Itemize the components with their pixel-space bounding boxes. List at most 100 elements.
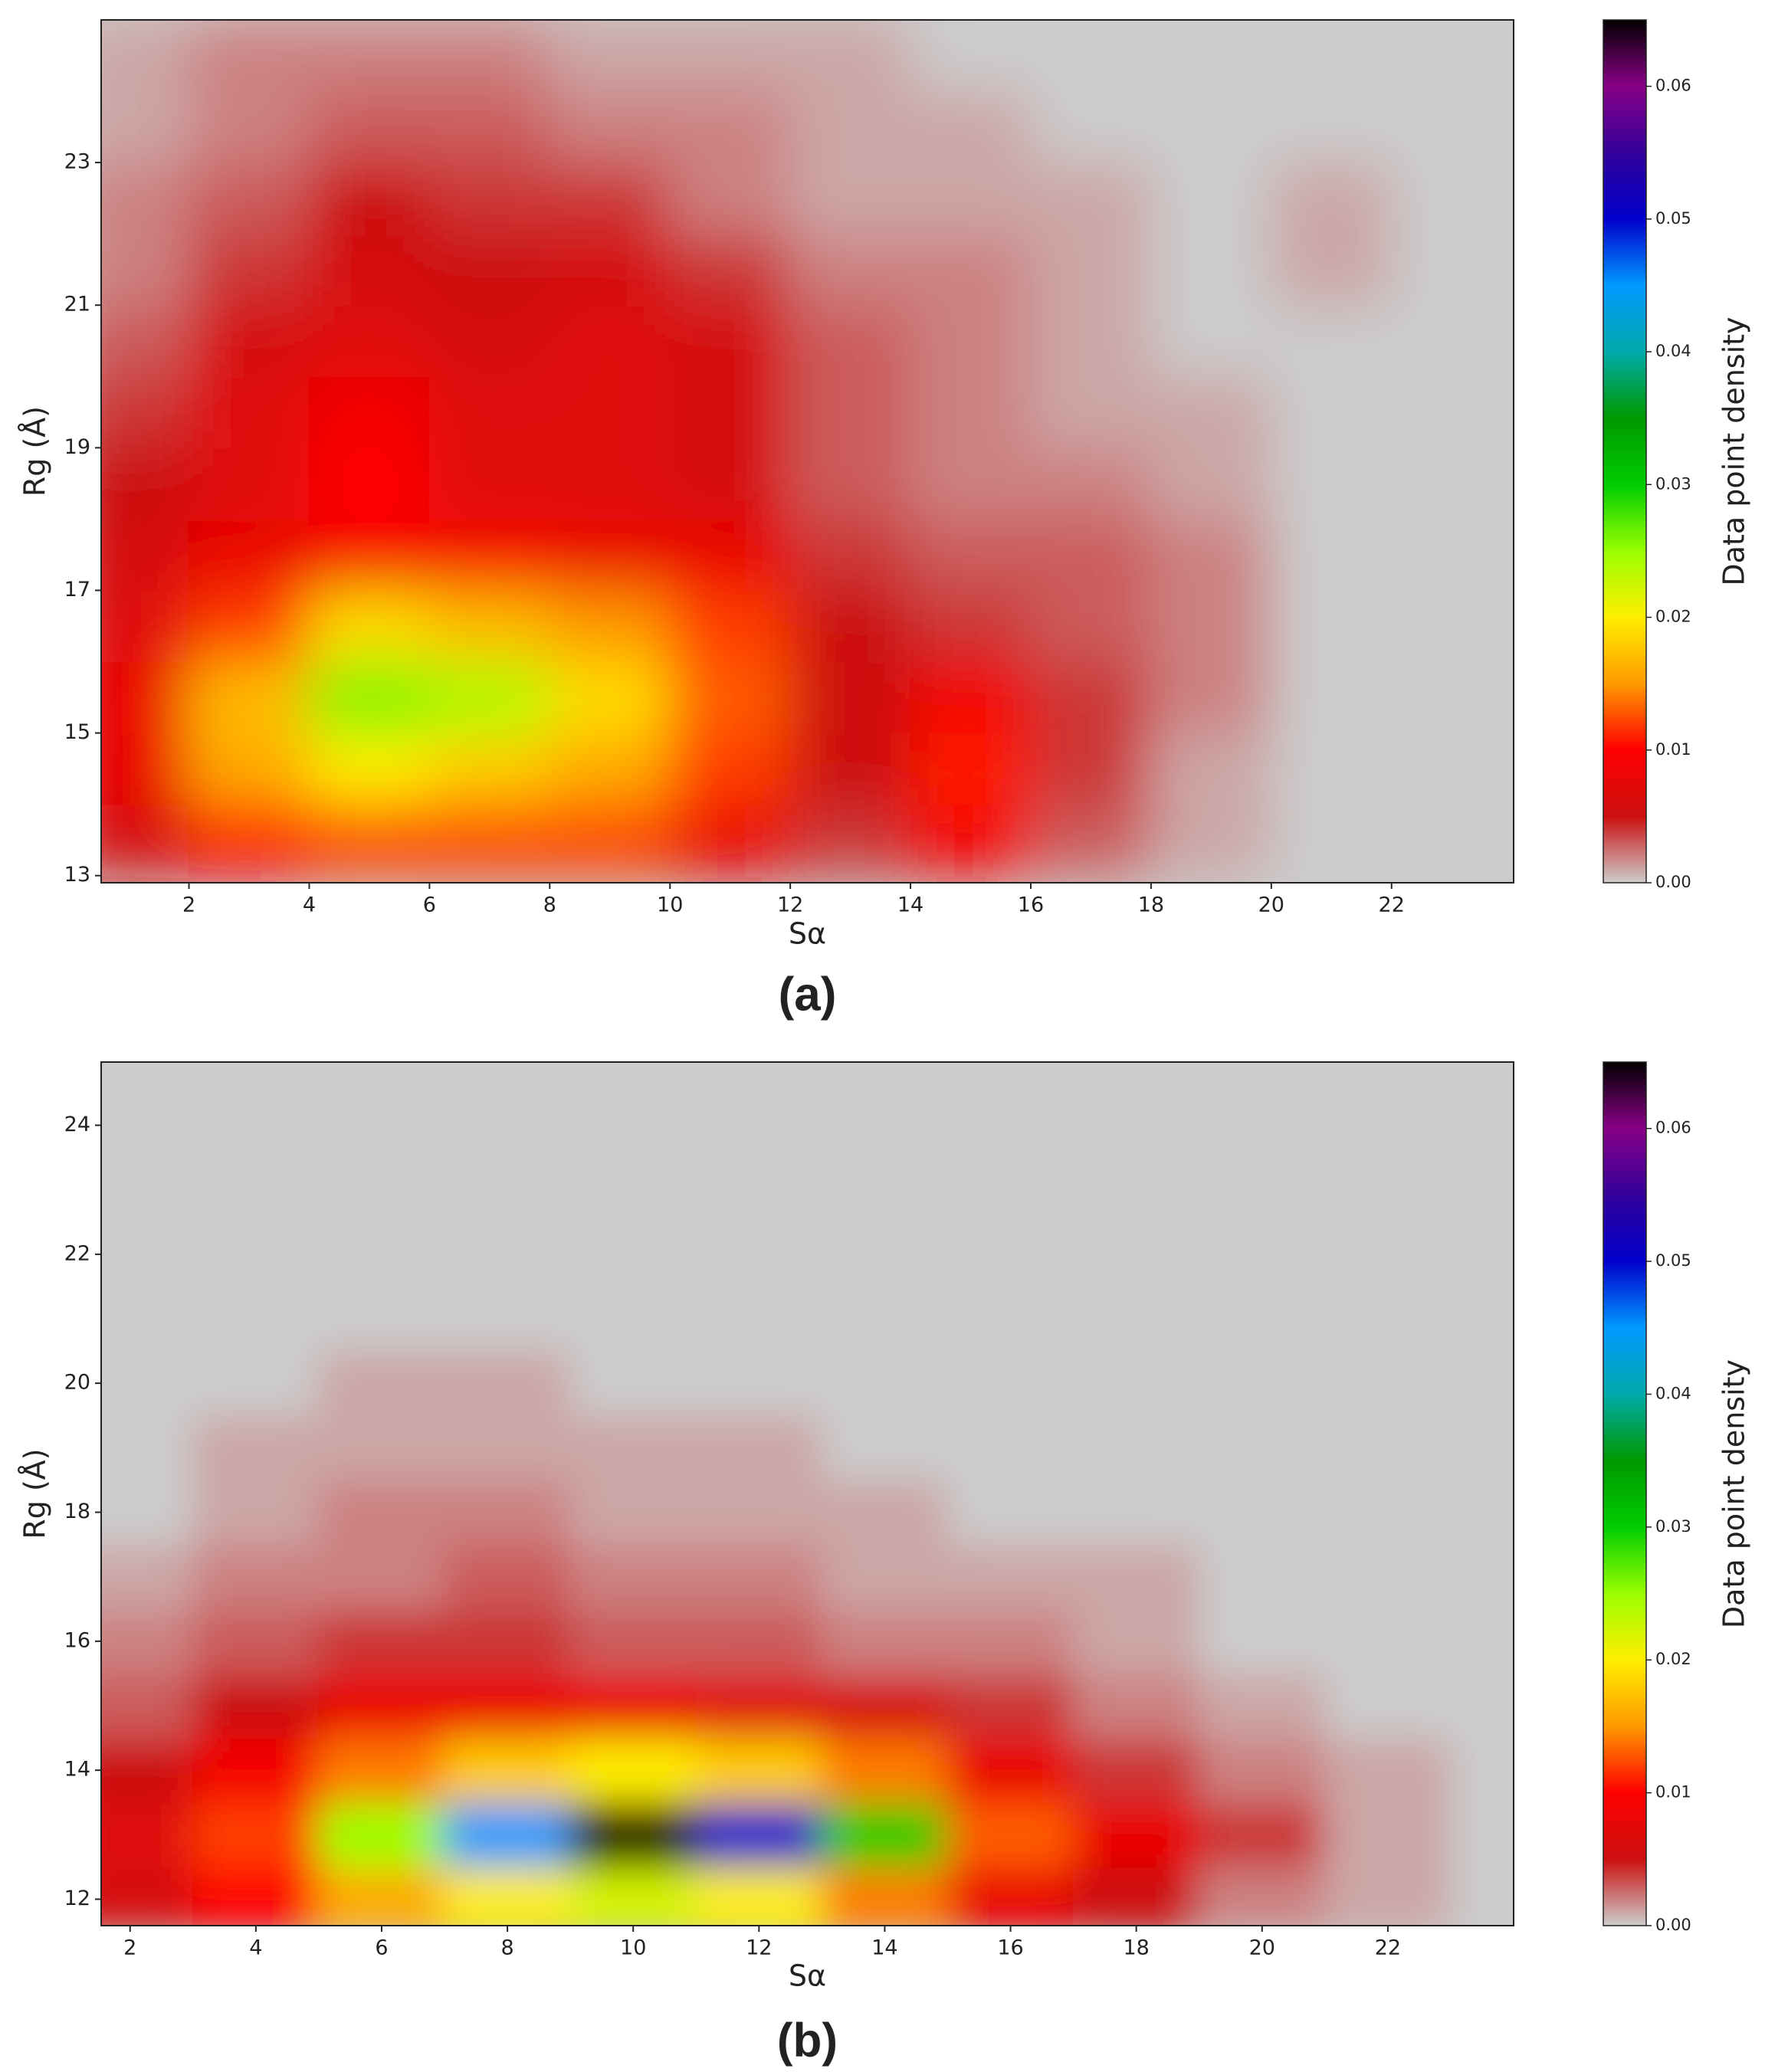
heatmap-cell [1390, 304, 1513, 378]
heatmap-cell [192, 1802, 320, 1868]
heatmap-cell [695, 1221, 823, 1287]
x-axis-label: Sα [789, 917, 826, 951]
colorbar-label: Data point density [1717, 1359, 1751, 1628]
heatmap-cell [910, 518, 1032, 592]
heatmap-cell [1449, 1737, 1514, 1804]
heatmap-cell [1324, 1285, 1452, 1352]
heatmap-cell [946, 1415, 1074, 1481]
heatmap-cell [317, 1221, 446, 1287]
heatmap-cell [910, 233, 1032, 307]
y-tick-label: 22 [64, 1241, 90, 1265]
heatmap-cell [946, 1221, 1074, 1287]
heatmap-cell [569, 1802, 697, 1868]
heatmap-cell [946, 1350, 1074, 1417]
heatmap-cell [1150, 661, 1272, 734]
heatmap-cell [669, 233, 792, 307]
heatmap-cell [1390, 447, 1513, 520]
heatmap-cell [1449, 1608, 1514, 1674]
heatmap-cell [101, 1092, 194, 1159]
heatmap-cell [569, 1221, 697, 1287]
heatmap-cell [669, 304, 792, 378]
x-tick-label: 18 [1138, 893, 1164, 917]
heatmap-cell [188, 803, 310, 877]
heatmap-cell [946, 1285, 1074, 1352]
heatmap-cell [308, 589, 431, 663]
heatmap-cell [910, 589, 1032, 663]
heatmap-cell [789, 20, 912, 93]
x-tick-label: 16 [1018, 893, 1044, 917]
heatmap [101, 1092, 1514, 1926]
heatmap-cell [569, 1285, 697, 1352]
heatmap-cell [946, 1156, 1074, 1223]
heatmap-cell [1198, 1866, 1326, 1926]
heatmap-cell [444, 1415, 572, 1481]
heatmap-cell [1072, 1221, 1200, 1287]
heatmap-cell [1324, 1092, 1452, 1159]
heatmap-cell [317, 1350, 446, 1417]
heatmap-cell [308, 375, 431, 449]
heatmap-cell [669, 518, 792, 592]
colorbar-tick-label: 0.04 [1655, 342, 1691, 360]
colorbar-tick-label: 0.01 [1655, 740, 1691, 759]
y-tick-label: 15 [64, 720, 90, 744]
heatmap-cell [1029, 304, 1152, 378]
colorbar-tick-label: 0.00 [1655, 1916, 1691, 1934]
heatmap-cell [101, 1350, 194, 1417]
heatmap-cell [549, 732, 671, 805]
heatmap-cell [549, 20, 671, 93]
heatmap-cell [695, 1608, 823, 1674]
heatmap-cell [1324, 1415, 1452, 1481]
heatmap-cell [428, 732, 551, 805]
heatmap-cell [549, 803, 671, 877]
heatmap-cell [317, 1285, 446, 1352]
colorbar-tick-label: 0.06 [1655, 77, 1691, 95]
heatmap-cell [1270, 661, 1393, 734]
heatmap [101, 20, 1513, 877]
heatmap-cell [1270, 732, 1393, 805]
heatmap-cell [1029, 803, 1152, 877]
heatmap-cell [1198, 1479, 1326, 1546]
heatmap-cell [549, 661, 671, 734]
heatmap-cell [308, 803, 431, 877]
x-tick-label: 14 [871, 1936, 897, 1960]
heatmap-cell [188, 304, 310, 378]
heatmap-cell [428, 518, 551, 592]
heatmap-cell [695, 1543, 823, 1610]
heatmap-cell [1324, 1737, 1452, 1804]
heatmap-cell [1072, 1479, 1200, 1546]
heatmap-cell [188, 375, 310, 449]
heatmap-cell [695, 1350, 823, 1417]
heatmap-cell [188, 162, 310, 235]
heatmap-cell [669, 375, 792, 449]
heatmap-cell [101, 1866, 194, 1926]
heatmap-cell [1270, 162, 1393, 235]
heatmap-cell [1270, 90, 1393, 164]
heatmap-cell [188, 732, 310, 805]
heatmap-cell [1390, 20, 1513, 93]
heatmap-cell [1198, 1415, 1326, 1481]
heatmap-cell [1198, 1221, 1326, 1287]
heatmap-cell [192, 1672, 320, 1739]
y-tick-label: 20 [64, 1371, 90, 1395]
x-tick-label: 20 [1258, 893, 1284, 917]
heatmap-cell [444, 1092, 572, 1159]
heatmap-cell [789, 518, 912, 592]
heatmap-cell [695, 1285, 823, 1352]
heatmap-cell [1029, 732, 1152, 805]
heatmap-cell [1198, 1350, 1326, 1417]
heatmap-cell [1449, 1479, 1514, 1546]
heatmap-cell [101, 803, 190, 877]
heatmap-cell [188, 589, 310, 663]
heatmap-cell [946, 1866, 1074, 1926]
heatmap-cell [308, 661, 431, 734]
heatmap-cell [910, 20, 1032, 93]
heatmap-cell [192, 1092, 320, 1159]
heatmap-cell [188, 233, 310, 307]
heatmap-cell [1449, 1543, 1514, 1610]
colorbar-tick-label: 0.05 [1655, 1251, 1691, 1270]
heatmap-cell [428, 304, 551, 378]
heatmap-cell [1072, 1543, 1200, 1610]
heatmap-cell [946, 1737, 1074, 1804]
heatmap-cell [1390, 162, 1513, 235]
